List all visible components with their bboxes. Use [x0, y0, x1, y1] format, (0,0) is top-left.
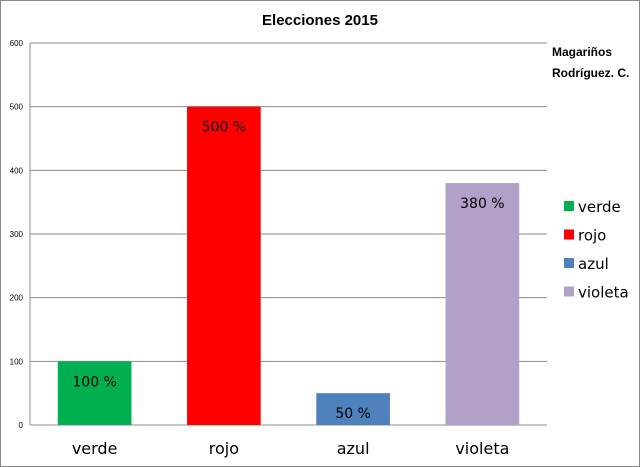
author-annotation-line-1: Magariños — [552, 45, 612, 59]
y-tick-label: 400 — [10, 166, 24, 175]
bar-verde — [57, 361, 132, 425]
x-tick-label-verde: verde — [72, 439, 118, 458]
bars — [57, 106, 520, 426]
legend-swatch-verde — [564, 201, 574, 211]
legend-swatch-violeta — [564, 286, 574, 297]
y-tick-label: 300 — [10, 230, 24, 239]
x-tick-labels: verde rojo azul violeta — [72, 439, 510, 458]
y-tick-label: 600 — [10, 39, 24, 48]
author-annotation-line-2: Rodríguez. C. — [552, 66, 629, 80]
bar-rojo — [187, 106, 261, 426]
data-labels: 100 % 500 % 50 % 380 % — [72, 120, 504, 422]
y-tick-label: 100 — [10, 357, 24, 366]
legend-label-verde: verde — [578, 198, 621, 216]
data-label-azul: 50 % — [335, 406, 371, 422]
legend-label-azul: azul — [578, 255, 609, 273]
legend-swatch-azul — [564, 258, 574, 268]
x-tick-label-azul: azul — [337, 439, 370, 458]
bar-azul — [316, 393, 390, 425]
data-label-verde: 100 % — [72, 374, 116, 390]
x-tick-label-rojo: rojo — [209, 439, 239, 458]
y-tick-label: 0 — [19, 421, 24, 430]
data-label-rojo: 500 % — [202, 120, 246, 136]
y-tick-label: 500 — [10, 103, 24, 112]
chart-title: Elecciones 2015 — [262, 12, 378, 29]
data-label-violeta: 380 % — [460, 196, 504, 212]
legend: verde rojo azul violeta — [564, 198, 629, 302]
y-tick-label: 200 — [10, 294, 24, 303]
y-tick-labels: 0 100 200 300 400 500 600 — [10, 39, 24, 430]
legend-label-violeta: violeta — [578, 284, 629, 302]
legend-swatch-rojo — [564, 229, 574, 240]
legend-label-rojo: rojo — [578, 227, 606, 245]
x-tick-label-violeta: violeta — [455, 439, 509, 458]
bar-violeta — [445, 183, 520, 425]
